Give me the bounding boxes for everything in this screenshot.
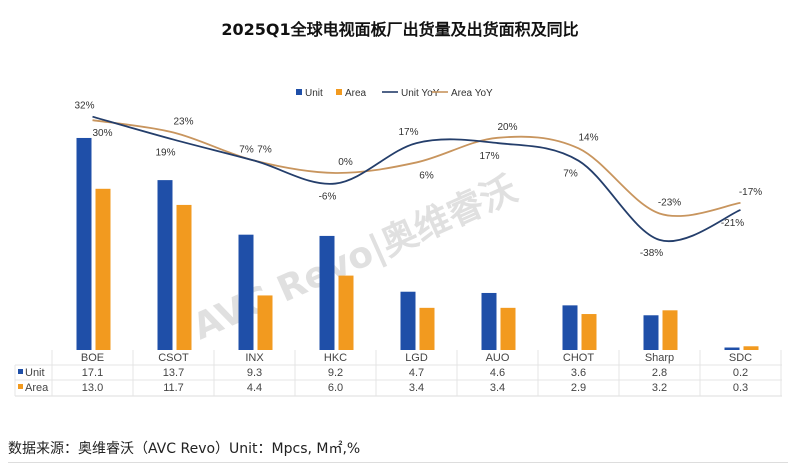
- table-header-INX: INX: [245, 352, 264, 364]
- table-header-LGD: LGD: [405, 352, 428, 364]
- label-area-yoy-INX: 7%: [257, 145, 272, 156]
- table-row-label: Area: [25, 382, 49, 394]
- legend-label: Area: [345, 88, 367, 99]
- table-row-label: Unit: [25, 367, 45, 379]
- table-cell-area: 4.4: [247, 382, 262, 394]
- table-header-Sharp: Sharp: [645, 352, 674, 364]
- bar-unit-SDC: [724, 347, 740, 350]
- table-cell-area: 0.3: [733, 382, 748, 394]
- bar-unit-INX: [238, 234, 254, 350]
- label-unit-yoy-BOE: 32%: [74, 101, 94, 112]
- bar-unit-AUO: [481, 292, 497, 350]
- label-area-yoy-SDC: -17%: [739, 187, 762, 198]
- source-note: 数据来源：奥维睿沃（AVC Revo）Unit：Mpcs, M㎡,%: [8, 441, 361, 457]
- bar-area-BOE: [95, 188, 111, 350]
- bar-area-LGD: [419, 307, 435, 350]
- bar-area-HKC: [338, 275, 354, 350]
- label-unit-yoy-AUO: 17%: [479, 151, 499, 162]
- table-cell-unit: 4.6: [490, 367, 505, 379]
- table-legend-key: [18, 369, 23, 374]
- table-cell-area: 3.4: [490, 382, 505, 394]
- bar-area-INX: [257, 295, 273, 350]
- bar-area-Sharp: [662, 310, 678, 350]
- table-header-CSOT: CSOT: [158, 352, 189, 364]
- legend-swatch-Area: [336, 89, 342, 95]
- label-area-yoy-LGD: 6%: [419, 170, 434, 181]
- legend-label: Unit YoY: [401, 88, 440, 99]
- table-header-AUO: AUO: [486, 352, 510, 364]
- bar-unit-Sharp: [643, 315, 659, 350]
- bar-unit-LGD: [400, 291, 416, 350]
- label-unit-yoy-CHOT: 7%: [563, 169, 578, 180]
- table-cell-area: 6.0: [328, 382, 343, 394]
- table-header-BOE: BOE: [81, 352, 104, 364]
- bar-area-CHOT: [581, 314, 597, 350]
- label-unit-yoy-Sharp: -38%: [640, 248, 663, 259]
- table-header-HKC: HKC: [324, 352, 347, 364]
- table-legend-key: [18, 384, 23, 389]
- bar-unit-BOE: [76, 137, 92, 350]
- table-cell-area: 3.4: [409, 382, 424, 394]
- table-cell-unit: 9.2: [328, 367, 343, 379]
- bar-area-SDC: [743, 346, 759, 350]
- line-area-yoy: [92, 119, 741, 217]
- table-cell-unit: 3.6: [571, 367, 586, 379]
- bar-unit-HKC: [319, 235, 335, 350]
- table-header-SDC: SDC: [729, 352, 752, 364]
- table-cell-unit: 13.7: [163, 367, 184, 379]
- label-unit-yoy-CSOT: 19%: [155, 148, 175, 159]
- table-cell-unit: 2.8: [652, 367, 667, 379]
- table-cell-area: 13.0: [82, 382, 103, 394]
- bar-unit-CSOT: [157, 180, 173, 350]
- label-unit-yoy-SDC: -21%: [721, 218, 744, 229]
- table-cell-area: 11.7: [163, 382, 184, 394]
- divider: [8, 462, 788, 463]
- label-unit-yoy-INX: 7%: [239, 145, 254, 156]
- label-area-yoy-CSOT: 23%: [173, 117, 193, 128]
- label-area-yoy-HKC: 0%: [338, 157, 353, 168]
- chart-title: 2025Q1全球电视面板厂出货量及出货面积及同比: [221, 20, 579, 39]
- bar-area-AUO: [500, 307, 516, 350]
- table-cell-unit: 17.1: [82, 367, 103, 379]
- label-unit-yoy-LGD: 17%: [398, 127, 418, 138]
- label-area-yoy-AUO: 20%: [497, 122, 517, 133]
- table-cell-unit: 4.7: [409, 367, 424, 379]
- table-header-CHOT: CHOT: [563, 352, 594, 364]
- label-area-yoy-Sharp: -23%: [658, 197, 681, 208]
- watermark: AVC Revo|奥维睿沃: [187, 169, 523, 349]
- label-unit-yoy-HKC: -6%: [319, 192, 337, 203]
- table-cell-unit: 9.3: [247, 367, 262, 379]
- legend-label: Area YoY: [451, 88, 493, 99]
- label-area-yoy-CHOT: 14%: [578, 132, 598, 143]
- bar-area-CSOT: [176, 204, 192, 350]
- legend-swatch-Unit: [296, 89, 302, 95]
- label-area-yoy-BOE: 30%: [92, 128, 112, 139]
- table-cell-area: 3.2: [652, 382, 667, 394]
- legend-label: Unit: [305, 88, 323, 99]
- line-unit-yoy: [92, 115, 741, 243]
- bar-unit-CHOT: [562, 305, 578, 350]
- table-cell-area: 2.9: [571, 382, 586, 394]
- table-cell-unit: 0.2: [733, 367, 748, 379]
